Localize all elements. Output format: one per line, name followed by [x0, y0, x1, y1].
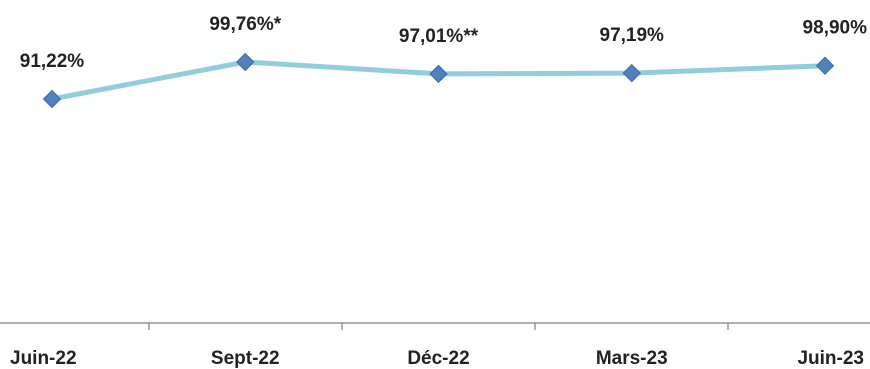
x-tick-label: Juin-23	[797, 348, 864, 369]
data-label: 98,90%	[803, 18, 868, 39]
data-label: 97,19%	[600, 25, 665, 46]
data-point-marker	[622, 63, 641, 83]
x-axis	[0, 322, 870, 330]
x-tick-label: Sept-22	[211, 348, 280, 369]
data-point-marker	[42, 89, 62, 109]
data-label: 91,22%	[20, 51, 85, 72]
x-tick-label: Juin-22	[10, 348, 77, 369]
data-point-marker	[236, 52, 255, 72]
x-tick-label: Mars-23	[596, 348, 668, 369]
data-label: 99,76%*	[209, 14, 281, 35]
x-tick-label: Déc-22	[407, 348, 469, 369]
data-labels: 91,22% 99,76%* 97,01%** 97,19% 98,90%	[20, 14, 867, 72]
data-label: 97,01%**	[399, 26, 479, 47]
series-markers	[42, 52, 835, 109]
data-point-marker	[815, 56, 835, 75]
x-tick-labels: Juin-22 Sept-22 Déc-22 Mars-23 Juin-23	[10, 348, 864, 369]
data-point-marker	[429, 64, 448, 84]
